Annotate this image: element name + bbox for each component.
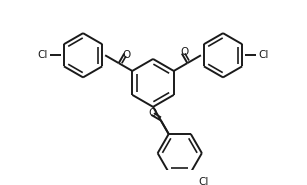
Text: O: O <box>180 47 188 57</box>
Text: Cl: Cl <box>38 50 48 60</box>
Text: O: O <box>149 107 157 117</box>
Text: Cl: Cl <box>198 177 208 185</box>
Text: Cl: Cl <box>258 50 268 60</box>
Text: O: O <box>122 50 131 60</box>
